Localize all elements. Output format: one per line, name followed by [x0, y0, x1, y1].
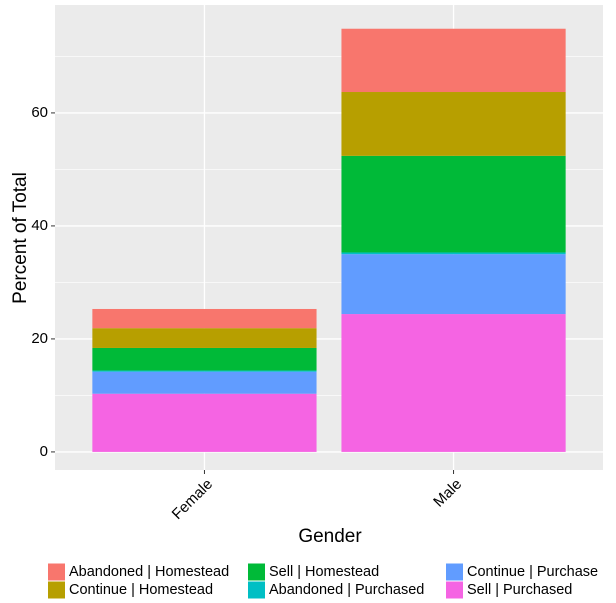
y-tick-label: 60: [31, 104, 48, 121]
bar-segment: [92, 370, 317, 372]
bar-segment: [92, 347, 317, 371]
x-tick-label: Male: [430, 476, 465, 511]
legend-key: [446, 581, 463, 599]
bar-segment: [92, 308, 317, 329]
legend-key: [48, 563, 65, 581]
legend-label: Continue | Homestead: [69, 582, 213, 598]
legend-label: Sell | Homestead: [269, 564, 379, 580]
y-axis-title: Percent of Total: [10, 172, 31, 304]
bar-segment: [341, 254, 566, 315]
bar-segment: [92, 393, 317, 452]
legend-key: [446, 563, 463, 581]
legend-key: [248, 581, 265, 599]
bars: [92, 28, 566, 452]
legend-label: Continue | Purchase: [467, 564, 598, 580]
bar-segment: [341, 252, 566, 255]
bar-segment: [341, 92, 566, 156]
bar-segment: [341, 155, 566, 253]
x-tick-label: Female: [169, 476, 216, 523]
legend-key: [248, 563, 265, 581]
bar-segment: [341, 28, 566, 93]
bar-segment: [92, 328, 317, 348]
legend-key: [48, 581, 65, 599]
legend-label: Abandoned | Homestead: [69, 564, 229, 580]
x-axis-title: Gender: [298, 526, 362, 547]
legend-label: Abandoned | Purchased: [269, 582, 424, 598]
bar-segment: [92, 371, 317, 394]
y-tick-label: 0: [40, 443, 48, 460]
y-tick-label: 20: [31, 330, 48, 347]
y-tick-label: 40: [31, 217, 48, 234]
bar-segment: [341, 314, 566, 452]
legend-label: Sell | Purchased: [467, 582, 572, 598]
